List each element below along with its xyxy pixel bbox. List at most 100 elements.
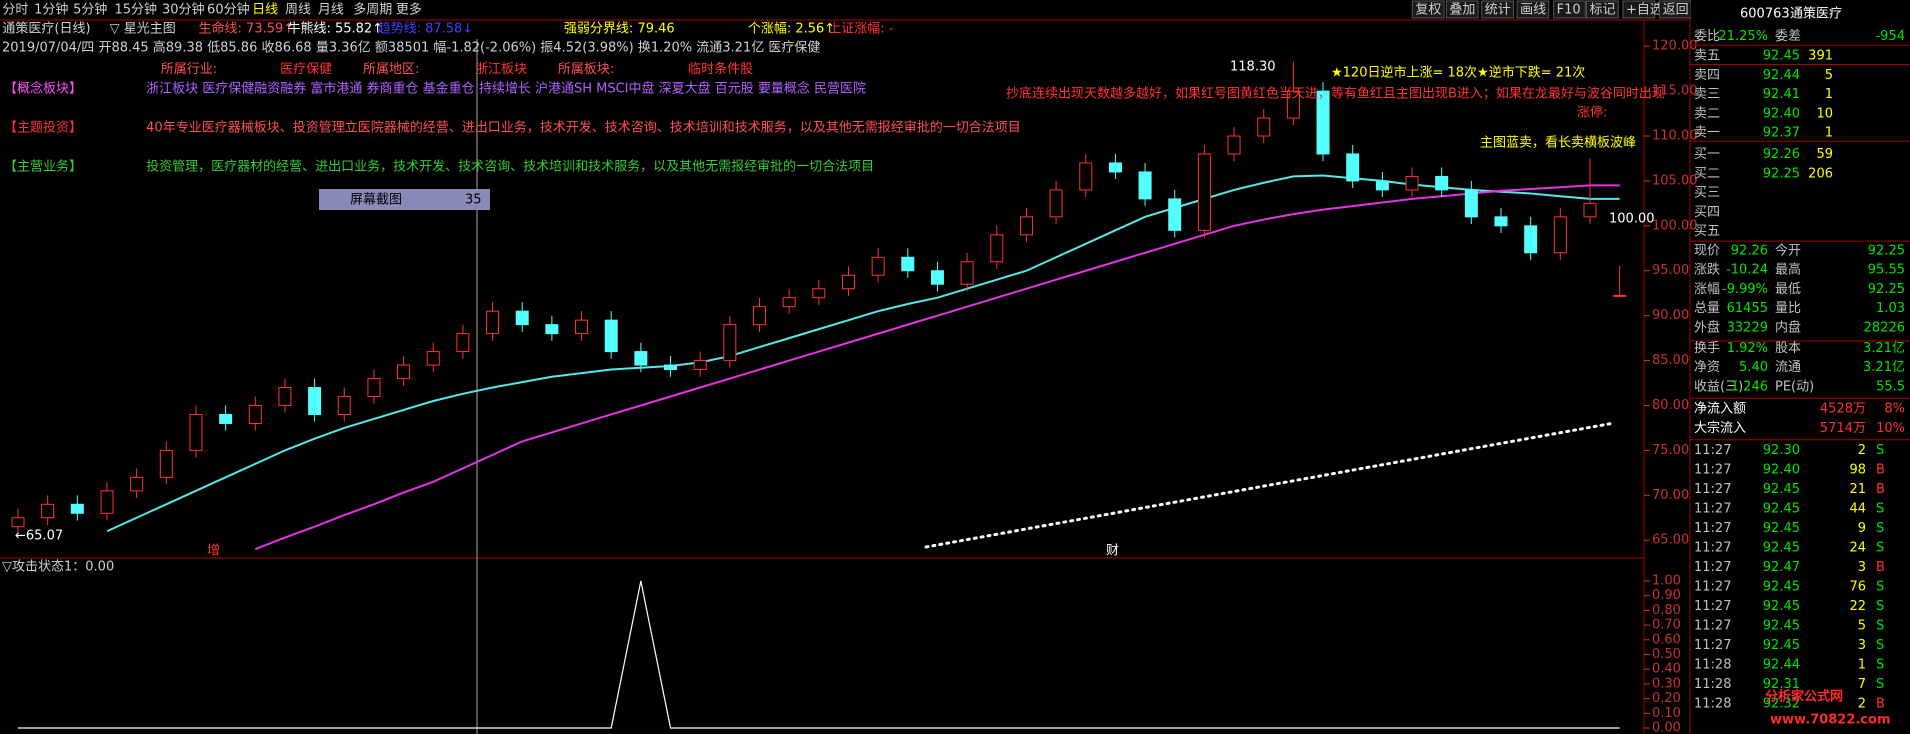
- chart-annotation: 100.00: [1609, 212, 1655, 227]
- toolbar-tab[interactable]: 多周期: [353, 2, 392, 18]
- trade-side: B: [1876, 482, 1885, 497]
- quote-label: 今开: [1775, 242, 1801, 258]
- quote-value: 92.25: [1868, 282, 1905, 297]
- trade-side: S: [1876, 638, 1884, 653]
- candle-body: [70, 503, 84, 514]
- candle-body: [1435, 175, 1449, 191]
- candle-body: [693, 360, 707, 371]
- book-price: 92.41: [1763, 87, 1800, 102]
- book-label: 卖四: [1694, 68, 1720, 83]
- y-tick-label: 100.00: [1652, 218, 1698, 233]
- trade-volume: 76: [1849, 580, 1866, 595]
- toolbar-button[interactable]: [1553, 0, 1586, 19]
- header-item: 通策医疗(日线): [2, 21, 90, 37]
- quote-label: 最低: [1775, 282, 1801, 297]
- book-label: 卖五: [1694, 49, 1720, 64]
- trade-side: S: [1876, 443, 1884, 458]
- trade-time: 11:27: [1694, 619, 1731, 634]
- candle-body: [575, 319, 589, 335]
- toolbar-button-label[interactable]: F10: [1557, 3, 1581, 18]
- candle-body: [1613, 294, 1627, 297]
- trade-volume: 24: [1849, 541, 1866, 556]
- toolbar-button[interactable]: [1481, 0, 1514, 19]
- trade-time: 11:27: [1694, 463, 1731, 478]
- toolbar-button-label[interactable]: 返回: [1663, 3, 1689, 18]
- candle-body: [1197, 153, 1211, 231]
- quote-value: 3.21亿: [1863, 341, 1905, 356]
- trade-time: 11:27: [1694, 502, 1731, 517]
- stock-code: 600763: [1740, 7, 1790, 22]
- trade-time: 11:28: [1694, 677, 1731, 692]
- candle-body: [1375, 180, 1389, 191]
- toolbar-button-label[interactable]: 复权: [1415, 2, 1441, 18]
- chart-annotation: 118.30: [1230, 60, 1276, 75]
- trade-side: B: [1876, 463, 1885, 478]
- y-tick-label: 110.00: [1652, 129, 1698, 144]
- toolbar-tab[interactable]: 15分钟: [114, 2, 157, 18]
- chart-annotation: ★120日逆市上涨= 18次★逆市下跌= 21次: [1331, 65, 1585, 81]
- header-item: 个涨幅: 2.56↑: [748, 22, 835, 37]
- info-item: 所属行业:: [161, 62, 217, 77]
- toolbar-button-label[interactable]: 标记: [1589, 3, 1615, 18]
- ohlc-row: 2019/07/04/四 开88.45 高89.38 低85.86 收86.68…: [2, 40, 820, 56]
- y-tick-label: 0.70: [1652, 618, 1681, 633]
- book-volume: 5: [1825, 68, 1833, 83]
- trade-volume: 3: [1858, 560, 1866, 575]
- toolbar-button[interactable]: [1445, 0, 1479, 19]
- candle-body: [278, 387, 292, 406]
- trade-volume: 5: [1858, 619, 1866, 634]
- toolbar-tab[interactable]: 1分钟: [34, 2, 68, 18]
- toolbar-button-label[interactable]: 叠加: [1449, 3, 1475, 18]
- book-label: 买二: [1694, 166, 1720, 181]
- trade-price: 92.45: [1763, 482, 1800, 497]
- toolbar-button-label[interactable]: +自选: [1626, 3, 1663, 18]
- toolbar-button-label[interactable]: 统计: [1485, 3, 1511, 18]
- quote-value: -21.25%: [1714, 29, 1768, 44]
- info-item: 所属地区:: [363, 62, 419, 77]
- candle-body: [1019, 216, 1033, 236]
- book-price: 92.37: [1763, 126, 1800, 141]
- trade-time: 11:28: [1694, 658, 1731, 673]
- quote-value: 92.26: [1731, 243, 1768, 258]
- candle-body: [545, 324, 559, 335]
- flow-label: 大宗流入: [1694, 420, 1746, 436]
- trend-dots: [924, 421, 1616, 549]
- stock-name: 通策医疗: [1790, 6, 1842, 22]
- candle-body: [367, 378, 381, 398]
- y-tick-label: 0.60: [1652, 632, 1681, 647]
- toolbar-button[interactable]: [1622, 0, 1656, 19]
- toolbar-button[interactable]: [1585, 0, 1619, 19]
- candle-body: [1346, 153, 1360, 182]
- toolbar-tab[interactable]: 60分钟: [207, 2, 250, 18]
- toolbar-tab[interactable]: 月线: [318, 3, 344, 18]
- trade-price: 92.47: [1763, 560, 1800, 575]
- screenshot-box: [319, 189, 490, 210]
- book-volume: 1: [1825, 126, 1833, 141]
- book-price: 92.45: [1763, 49, 1800, 64]
- candle-body: [130, 476, 144, 492]
- toolbar-button-label[interactable]: 画线: [1520, 3, 1546, 18]
- book-volume: 59: [1816, 147, 1833, 162]
- quote-value: 5.40: [1739, 360, 1768, 375]
- toolbar-tab[interactable]: 周线: [285, 3, 311, 18]
- trade-time: 11:27: [1694, 560, 1731, 575]
- toolbar-tab[interactable]: 日线: [252, 3, 278, 18]
- trade-time: 11:27: [1694, 638, 1731, 653]
- toolbar-tab[interactable]: 分时: [2, 3, 28, 18]
- book-volume: 10: [1816, 106, 1833, 121]
- toolbar-button[interactable]: [1411, 0, 1445, 19]
- book-label: 买四: [1694, 205, 1720, 220]
- candle-body: [515, 310, 529, 326]
- trade-volume: 3: [1858, 638, 1866, 653]
- info-text: 浙江板块 医疗保健融资融券 富市港通 券商重仓 基金重仓 持续增长 沪港通SH …: [146, 80, 866, 96]
- trade-side: S: [1876, 619, 1884, 634]
- candle-body: [11, 517, 25, 528]
- y-tick-label: 65.00: [1652, 533, 1689, 548]
- toolbar-tab[interactable]: 30分钟: [162, 2, 205, 18]
- toolbar-tab[interactable]: 5分钟: [73, 2, 107, 18]
- candle-body: [604, 319, 618, 353]
- toolbar-tab[interactable]: 更多: [396, 2, 422, 18]
- flow-value: 5714万: [1820, 421, 1866, 436]
- toolbar-button[interactable]: [1516, 0, 1550, 19]
- candle-body: [723, 324, 737, 362]
